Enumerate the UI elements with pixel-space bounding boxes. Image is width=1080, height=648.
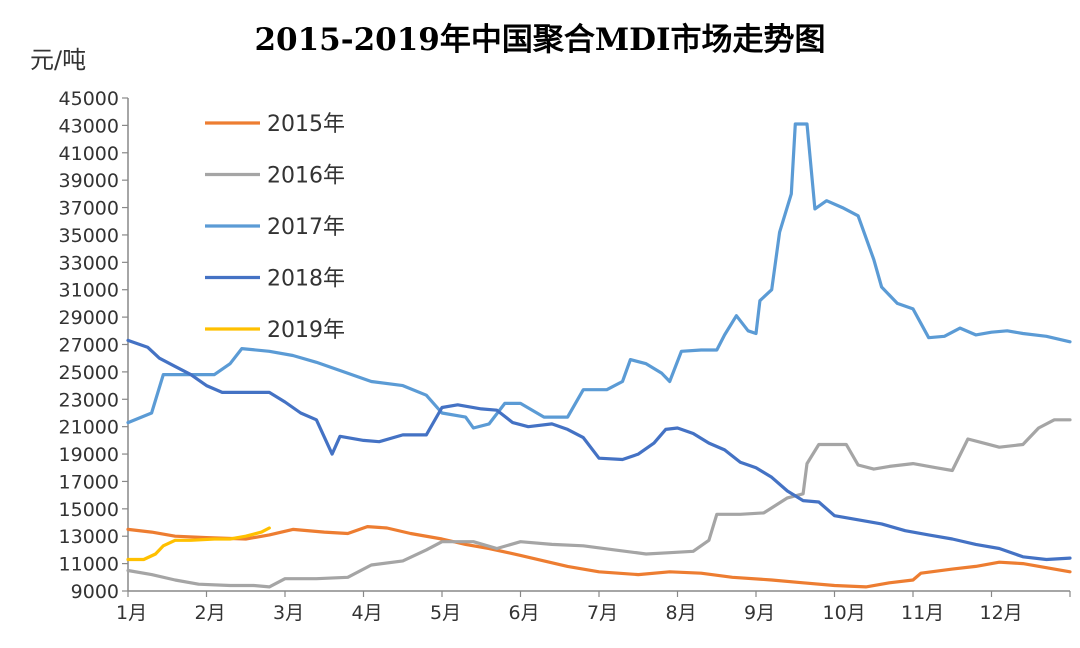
series-line — [126, 418, 1072, 589]
legend-label: 2015年 — [267, 112, 345, 137]
chart-title: 2015-2019年中国聚合MDI市场走势图 — [254, 22, 826, 58]
series-line — [126, 122, 1072, 430]
y-tick-label: 37000 — [59, 198, 119, 220]
x-tick-label: 10月 — [823, 602, 866, 624]
x-tick-label: 5月 — [430, 602, 461, 624]
y-tick-label: 45000 — [59, 88, 119, 110]
y-tick-label: 39000 — [59, 170, 119, 192]
y-tick-label: 21000 — [59, 417, 119, 439]
x-tick-label: 6月 — [509, 602, 540, 624]
x-tick-label: 7月 — [587, 602, 618, 624]
y-tick-label: 13000 — [59, 526, 119, 548]
x-tick-label: 9月 — [744, 602, 775, 624]
x-tick-label: 11月 — [901, 602, 944, 624]
y-tick-label: 25000 — [59, 362, 119, 384]
x-tick-label: 4月 — [352, 602, 383, 624]
y-tick-label: 43000 — [59, 115, 119, 137]
y-tick-label: 17000 — [59, 471, 119, 493]
y-tick-label: 11000 — [59, 554, 119, 576]
y-tick-label: 33000 — [59, 252, 119, 274]
series-line — [126, 525, 1072, 589]
legend-label: 2019年 — [267, 318, 345, 343]
y-tick-label: 35000 — [59, 225, 119, 247]
legend-label: 2017年 — [267, 215, 345, 240]
x-tick-label: 12月 — [980, 602, 1023, 624]
x-tick-label: 3月 — [273, 602, 304, 624]
x-tick-label: 1月 — [116, 602, 147, 624]
series-line — [126, 526, 271, 562]
y-tick-label: 15000 — [59, 499, 119, 521]
y-tick-label: 31000 — [59, 280, 119, 302]
y-tick-label: 19000 — [59, 444, 119, 466]
y-tick-label: 29000 — [59, 307, 119, 329]
series-line — [126, 338, 1072, 562]
x-tick-label: 2月 — [195, 602, 226, 624]
legend-label: 2016年 — [267, 164, 345, 189]
legend-label: 2018年 — [267, 267, 345, 292]
y-tick-label: 41000 — [59, 143, 119, 165]
y-tick-label: 9000 — [71, 581, 119, 603]
y-tick-label: 23000 — [59, 389, 119, 411]
y-tick-label: 27000 — [59, 335, 119, 357]
y-axis-unit-label: 元/吨 — [30, 46, 87, 74]
x-tick-label: 8月 — [666, 602, 697, 624]
